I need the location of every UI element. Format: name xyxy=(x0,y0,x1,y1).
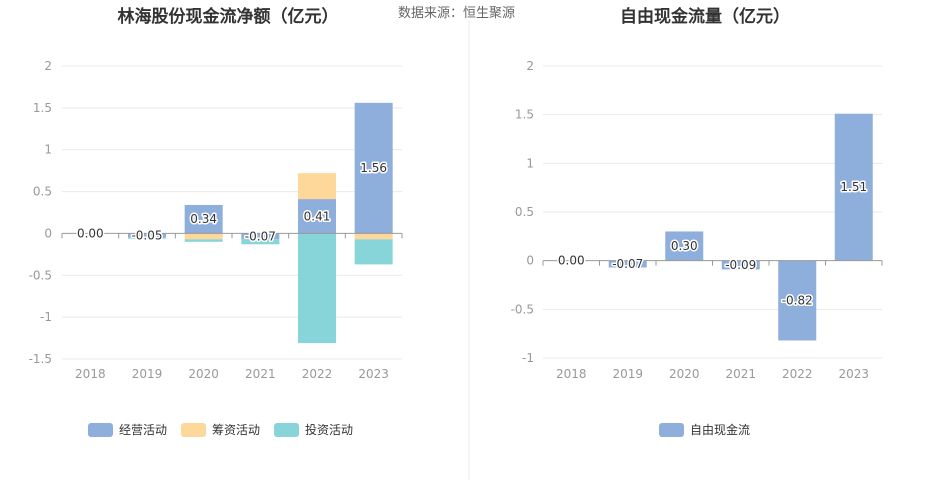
legend-item[interactable]: 筹资活动 xyxy=(181,423,260,437)
bar xyxy=(184,233,223,240)
x-tick-label: 2022 xyxy=(782,367,813,381)
data-label: -0.82 xyxy=(782,294,813,308)
bar xyxy=(298,173,336,200)
data-label: 0.41 xyxy=(304,209,331,223)
bar xyxy=(298,233,336,344)
bar xyxy=(608,260,647,268)
x-tick-label: 2021 xyxy=(245,367,276,381)
y-tick-label: 0 xyxy=(44,226,52,240)
data-label: 0.30 xyxy=(671,239,698,253)
left-chart-title: 林海股份现金流净额（亿元） xyxy=(118,6,339,27)
data-label: 1.51 xyxy=(840,180,867,194)
bar xyxy=(834,113,873,261)
x-tick-label: 2018 xyxy=(75,367,106,381)
bar xyxy=(241,233,280,240)
legend-swatch xyxy=(659,423,684,437)
y-tick-label: 1.5 xyxy=(33,101,52,115)
data-label: -0.07 xyxy=(612,257,643,271)
bar xyxy=(128,237,166,239)
y-tick-label: -1 xyxy=(40,310,52,324)
bar xyxy=(184,239,223,242)
data-label: 0.00 xyxy=(558,254,585,268)
data-label: -0.09 xyxy=(725,258,756,272)
x-tick-label: 2020 xyxy=(188,367,219,381)
legend-label: 自由现金流 xyxy=(690,422,750,437)
legend-label: 筹资活动 xyxy=(212,423,260,437)
right-chart-legend[interactable]: 自由现金流 xyxy=(659,422,750,437)
bar xyxy=(128,233,166,238)
x-tick-label: 2018 xyxy=(556,367,587,381)
bar xyxy=(184,204,223,234)
bar xyxy=(354,233,393,240)
x-tick-label: 2019 xyxy=(612,367,643,381)
y-tick-label: 2 xyxy=(526,59,534,73)
y-tick-label: -1 xyxy=(522,351,534,365)
y-tick-label: 1 xyxy=(526,156,534,170)
data-label: 0.34 xyxy=(190,212,217,226)
right-chart-title: 自由现金流量（亿元） xyxy=(620,6,790,27)
y-tick-label: 1 xyxy=(44,143,52,157)
left-chart-legend[interactable]: 经营活动 筹资活动 投资活动 xyxy=(88,422,353,437)
bar xyxy=(241,239,280,245)
y-tick-label: -0.5 xyxy=(29,268,52,282)
legend-item[interactable]: 投资活动 xyxy=(274,422,353,437)
x-tick-label: 2022 xyxy=(302,367,333,381)
y-tick-label: 1.5 xyxy=(515,108,534,122)
data-label: 1.56 xyxy=(360,161,387,175)
y-tick-label: -1.5 xyxy=(29,352,52,366)
data-source: 数据来源：恒生聚源 xyxy=(398,6,515,21)
left-chart-plot: 2 1.5 1 0.5 0 -0.5 -1 -1.5 2018 2019 2020 2021 2022 2… xyxy=(29,59,403,381)
bar xyxy=(354,102,393,234)
x-tick-label: 2019 xyxy=(132,367,163,381)
y-tick-label: 0.5 xyxy=(33,185,52,199)
y-tick-label: 0 xyxy=(526,254,534,268)
bar xyxy=(778,260,817,341)
bar xyxy=(721,260,760,270)
legend-label: 投资活动 xyxy=(305,422,353,437)
y-tick-label: -0.5 xyxy=(511,302,534,316)
legend-label: 经营活动 xyxy=(119,423,167,437)
legend-item[interactable]: 经营活动 xyxy=(88,423,167,437)
data-label: -0.05 xyxy=(131,229,162,243)
bar xyxy=(298,199,336,234)
y-tick-label: 2 xyxy=(44,59,52,73)
bar xyxy=(665,231,704,261)
legend-swatch xyxy=(181,423,207,437)
y-tick-label: 0.5 xyxy=(515,205,534,219)
bar xyxy=(354,239,393,265)
legend-swatch xyxy=(88,423,113,437)
x-tick-label: 2023 xyxy=(838,367,869,381)
x-tick-label: 2021 xyxy=(725,367,756,381)
legend-swatch xyxy=(274,423,300,437)
legend-item[interactable]: 自由现金流 xyxy=(659,422,750,437)
data-label: -0.07 xyxy=(245,229,276,243)
x-tick-label: 2023 xyxy=(358,367,389,381)
data-label: 0.00 xyxy=(77,226,104,240)
x-tick-label: 2020 xyxy=(669,367,700,381)
